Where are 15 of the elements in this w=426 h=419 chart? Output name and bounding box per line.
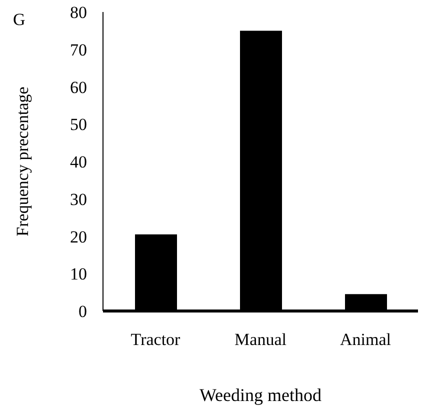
y-tick-label: 10: [70, 264, 87, 284]
y-tick-label: 80: [70, 3, 87, 22]
y-tick-label: 50: [70, 115, 87, 134]
text: G: [13, 10, 26, 30]
y-tick-label: 20: [70, 227, 87, 246]
y-tick-label: 40: [70, 152, 87, 172]
y-tick-label: 30: [70, 190, 87, 209]
x-tick-label: Manual: [234, 330, 287, 350]
x-tick-label: Animal: [340, 330, 392, 350]
y-tick-label: 60: [70, 78, 87, 97]
x-axis-title: Weeding method: [199, 385, 322, 405]
y-axis-title: Frequency precentage: [13, 86, 32, 236]
y-tick-label: 70: [70, 40, 87, 60]
y-tick-label: 0: [78, 302, 87, 322]
x-tick-label: Tractor: [130, 330, 181, 350]
